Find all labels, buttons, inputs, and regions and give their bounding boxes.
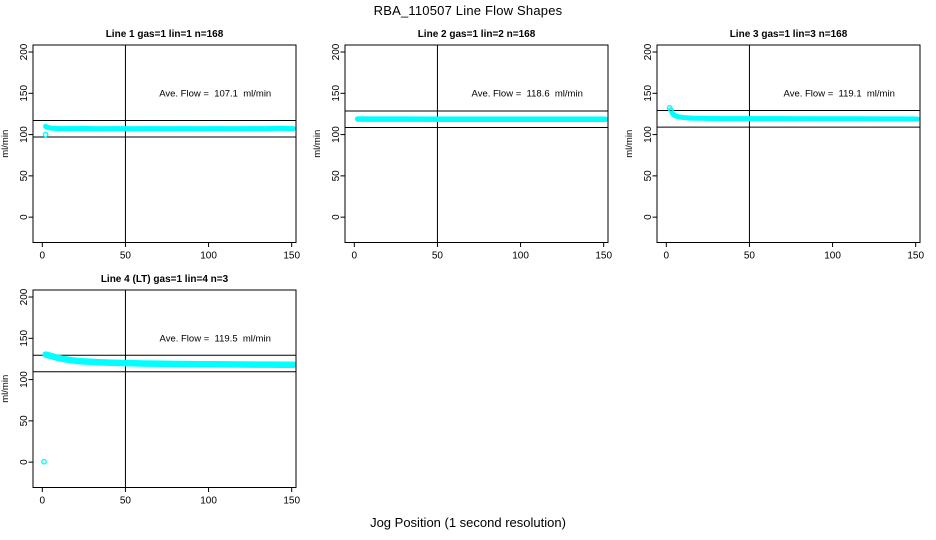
y-axis-tick-label: 200 xyxy=(331,43,342,60)
y-axis-tick-label: 200 xyxy=(19,43,30,60)
y-axis-tick-label: 200 xyxy=(643,43,654,60)
average-flow-annotation: Ave. Flow = 119.5 ml/min xyxy=(160,334,271,345)
panel-line-4: Line 4 (LT) gas=1 lin=4 n=3 0 50 100 150 0 50 1… xyxy=(0,274,300,507)
data-point-outlier xyxy=(41,458,47,465)
x-axis-tick-label: 100 xyxy=(512,251,529,262)
panel-title: Line 3 gas=1 lin=3 n=168 xyxy=(730,29,848,40)
y-axis-tick-label: 150 xyxy=(643,85,654,102)
y-axis-tick-label: 100 xyxy=(19,126,30,143)
x-axis-tick-label: 100 xyxy=(824,251,841,262)
y-axis-tick-label: 50 xyxy=(331,170,342,182)
figure-title: RBA_110507 Line Flow Shapes xyxy=(373,3,563,18)
x-axis-tick-label: 150 xyxy=(283,251,300,262)
x-axis-tick-label: 50 xyxy=(432,251,444,262)
x-axis-tick-label: 0 xyxy=(40,496,46,507)
x-axis-tick-label: 100 xyxy=(200,496,217,507)
panel-line-2: Line 2 gas=1 lin=2 n=168 0 50 100 150 0 50 100 1… xyxy=(312,29,612,262)
panel-title: Line 4 (LT) gas=1 lin=4 n=3 xyxy=(101,274,229,285)
data-point-outlier xyxy=(42,131,49,138)
x-axis-tick-label: 150 xyxy=(907,251,924,262)
average-flow-annotation: Ave. Flow = 107.1 ml/min xyxy=(159,89,271,100)
y-axis-tick-label: 0 xyxy=(331,214,342,220)
y-axis-unit-label: ml/min xyxy=(0,130,11,158)
y-axis-tick-label: 0 xyxy=(643,214,654,220)
y-axis-tick-label: 0 xyxy=(19,214,30,220)
x-axis-tick-label: 50 xyxy=(120,496,132,507)
panel-title: Line 2 gas=1 lin=2 n=168 xyxy=(418,29,536,40)
average-flow-annotation: Ave. Flow = 119.1 ml/min xyxy=(784,89,895,100)
y-axis-tick-label: 100 xyxy=(643,126,654,143)
y-axis-tick-label: 150 xyxy=(19,330,30,347)
x-axis-tick-label: 0 xyxy=(40,251,46,262)
data-series xyxy=(669,110,920,122)
plot-frame xyxy=(344,44,609,243)
x-axis-tick-label: 100 xyxy=(200,251,217,262)
x-axis-tick-label: 150 xyxy=(283,496,300,507)
y-axis-unit-label: ml/min xyxy=(624,130,635,158)
x-axis-tick-label: 0 xyxy=(352,251,358,262)
y-axis-tick-label: 100 xyxy=(19,371,30,388)
x-axis-tick-label: 50 xyxy=(120,251,132,262)
x-axis-tick-label: 150 xyxy=(595,251,612,262)
panel-title: Line 1 gas=1 lin=1 n=168 xyxy=(106,29,224,40)
x-axis-label: Jog Position (1 second resolution) xyxy=(370,515,566,530)
y-axis-unit-label: ml/min xyxy=(0,375,11,403)
plot-frame xyxy=(32,44,297,243)
panel-line-3: Line 3 gas=1 lin=3 n=168 0 50 100 150 0 50 100 1… xyxy=(624,29,924,262)
y-axis-tick-label: 50 xyxy=(19,415,30,427)
data-series xyxy=(43,123,296,132)
y-axis-unit-label: ml/min xyxy=(312,130,323,158)
y-axis-tick-label: 50 xyxy=(19,170,30,182)
panel-line-1: Line 1 gas=1 lin=1 n=168 0 50 100 150 0 50 100 1… xyxy=(0,29,300,262)
y-axis-tick-label: 0 xyxy=(19,459,30,465)
data-point-outlier xyxy=(668,107,674,113)
average-flow-annotation: Ave. Flow = 118.6 ml/min xyxy=(472,89,583,100)
plot-frame xyxy=(32,289,297,488)
x-axis-tick-label: 0 xyxy=(664,251,670,262)
y-axis-tick-label: 200 xyxy=(19,288,30,305)
data-series xyxy=(42,351,297,369)
y-axis-tick-label: 150 xyxy=(331,85,342,102)
y-axis-tick-label: 50 xyxy=(643,170,654,182)
y-axis-tick-label: 150 xyxy=(19,85,30,102)
y-axis-tick-label: 100 xyxy=(331,126,342,143)
x-axis-tick-label: 50 xyxy=(744,251,756,262)
plot-frame xyxy=(656,44,921,243)
